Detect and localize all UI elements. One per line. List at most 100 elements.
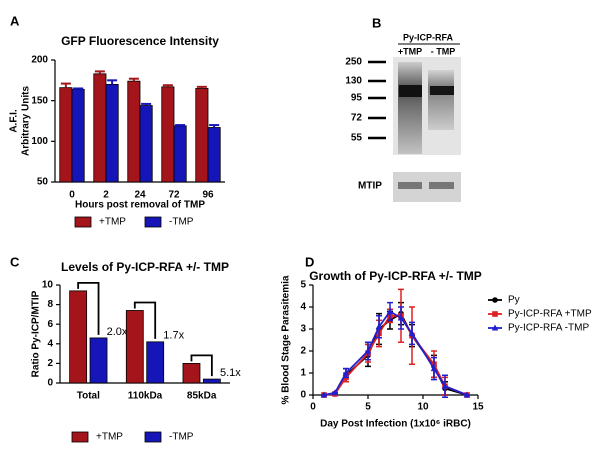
y-tick-label: 2 — [47, 358, 53, 369]
legend-marker — [492, 311, 498, 317]
y-tick-label: 10 — [42, 280, 54, 291]
y-tick-label: 3 — [300, 324, 306, 335]
legend-label: +TMP — [99, 217, 126, 228]
bracket — [133, 301, 157, 339]
chart-title: Growth of Py-ICP-RFA +/- TMP — [309, 269, 482, 283]
panel-letter: C — [10, 254, 20, 269]
x-tick-label: 24 — [134, 190, 146, 201]
bar — [173, 125, 187, 183]
x-axis-label: Day Post Infection (1x10⁶ iRBC) — [320, 419, 471, 430]
marker — [397, 314, 405, 321]
panel-letter: B — [372, 15, 381, 30]
x-tick-label: 110kDa — [128, 391, 163, 402]
bar — [202, 378, 221, 384]
y-tick-label: 6 — [47, 319, 53, 330]
legend-label: -TMP — [169, 432, 194, 443]
y-tick-label: 0 — [300, 390, 306, 401]
marker — [408, 329, 416, 336]
bar — [89, 337, 108, 384]
marker — [463, 391, 471, 398]
bar — [105, 84, 119, 183]
bar — [59, 87, 73, 183]
marker — [430, 365, 438, 372]
chart-title: Levels of Py-ICP-RFA +/- TMP — [61, 260, 229, 274]
blot-lane — [428, 70, 454, 130]
legend-marker — [492, 297, 498, 303]
bracket — [77, 281, 100, 335]
marker-dashes — [368, 60, 386, 140]
bar — [93, 73, 107, 183]
bar — [207, 127, 221, 183]
x-tick-label: 15 — [472, 402, 484, 413]
marker-label: 55 — [351, 133, 363, 144]
chart-panel: C Levels of Py-ICP-RFA +/- TMP Ratio Py-IC… — [10, 254, 241, 442]
marker — [342, 369, 350, 376]
annotation: 1.7x — [163, 330, 184, 342]
y-tick-label: 4 — [300, 302, 306, 313]
lane-label: +TMP — [398, 46, 422, 56]
annotation: 2.0x — [107, 326, 128, 338]
legend-marker — [491, 324, 499, 331]
legend-label: Py-ICP-RFA -TMP — [508, 323, 589, 334]
marker — [331, 389, 339, 396]
legend-swatch — [71, 431, 89, 443]
y-axis-label: Ratio Py-ICP/MTIP — [31, 290, 42, 377]
x-tick-label: 10 — [417, 402, 429, 413]
marker — [386, 307, 394, 314]
marker — [320, 391, 328, 398]
bracket — [190, 354, 213, 377]
blot-band — [399, 85, 422, 97]
blot-band — [430, 86, 454, 95]
chart-panel: A GFP Fluorescence Intensity A.F.I. Arbitra… — [9, 13, 225, 228]
y-axis-label: Arbitrary Units — [21, 86, 32, 156]
blot-band — [429, 182, 454, 189]
legend-label: -TMP — [169, 217, 194, 228]
marker-label: 95 — [351, 93, 363, 104]
bar — [127, 80, 141, 183]
x-tick-label: 0 — [69, 190, 75, 201]
x-tick-label: 96 — [202, 190, 214, 201]
y-tick-label: 5 — [300, 280, 306, 291]
bar — [69, 290, 88, 384]
blot-panel: B Py-ICP-RFA +TMP - TMP 250 130 95 72 55… — [345, 15, 461, 202]
panel-letter: A — [10, 13, 20, 28]
marker — [441, 382, 449, 389]
annotation: 5.1x — [220, 367, 241, 379]
y-tick-label: 200 — [31, 55, 48, 66]
y-axis-label: A.F.I. — [9, 109, 20, 133]
chart-title: GFP Fluorescence Intensity — [61, 34, 219, 48]
y-tick-label: 50 — [37, 177, 49, 188]
panel-letter: D — [305, 254, 314, 269]
x-tick-label: 0 — [310, 402, 316, 413]
legend-label: Py — [508, 295, 520, 306]
legend-swatch — [144, 431, 162, 443]
y-tick-label: 8 — [47, 299, 53, 310]
marker — [364, 347, 372, 354]
marker — [375, 323, 383, 330]
bar — [195, 88, 209, 183]
bar — [182, 362, 201, 384]
legend-label: Py-ICP-RFA +TMP — [508, 309, 592, 320]
legend-swatch — [74, 216, 92, 228]
bar — [125, 310, 144, 384]
bar — [71, 88, 85, 183]
marker-label: 72 — [351, 113, 363, 124]
legend-swatch — [144, 216, 162, 228]
y-tick-label: 2 — [300, 346, 306, 357]
x-axis-label: Hours post removal of TMP — [75, 200, 205, 211]
y-axis-label: % Blood Stage Parasitemia — [281, 275, 292, 404]
blot-lane — [398, 62, 422, 154]
bar — [146, 341, 165, 384]
loading-label: MTIP — [358, 181, 382, 192]
blot-band — [398, 182, 422, 189]
y-tick-label: 100 — [31, 136, 48, 147]
legend-label: +TMP — [96, 432, 123, 443]
bar — [139, 105, 153, 183]
x-tick-label: 5 — [365, 402, 371, 413]
x-tick-label: Total — [77, 391, 100, 402]
y-tick-label: 4 — [47, 338, 53, 349]
marker-label: 130 — [345, 76, 362, 87]
